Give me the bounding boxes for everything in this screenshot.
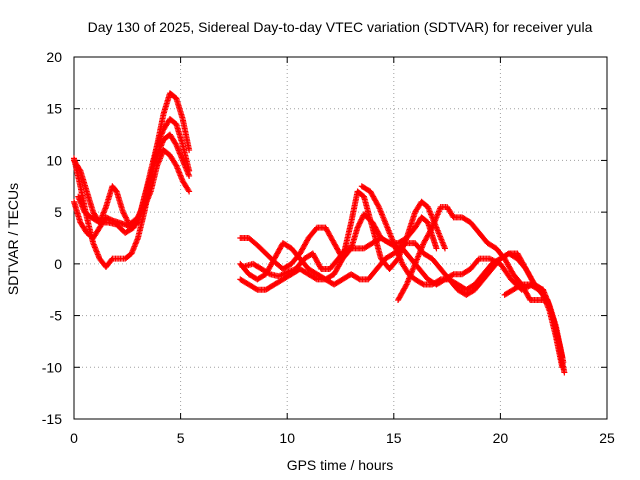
data-point [186, 167, 193, 174]
y-tick-label: 0 [54, 256, 62, 272]
data-point [312, 275, 319, 282]
data-point [358, 216, 365, 223]
x-tick-label: 5 [177, 430, 185, 446]
data-point [355, 275, 362, 282]
data-point [433, 245, 440, 252]
data-point [402, 240, 409, 247]
data-point [354, 224, 361, 231]
y-tick-label: 15 [46, 101, 62, 117]
data-point [359, 215, 366, 222]
data-point [419, 280, 426, 287]
data-point [95, 218, 102, 225]
x-tick-label: 20 [493, 430, 509, 446]
data-point [355, 223, 362, 230]
series-arc4 [75, 116, 193, 236]
data-point [172, 140, 179, 147]
data-point [186, 147, 193, 154]
data-points [71, 90, 568, 376]
data-point [488, 256, 495, 263]
axis-ticks: 0 5 10 15 20 25 -15 -10 -5 0 5 10 15 20 [42, 49, 615, 446]
y-tick-label: -10 [42, 359, 62, 375]
chart-title: Day 130 of 2025, Sidereal Day-to-day VTE… [88, 19, 593, 35]
data-point [186, 172, 193, 179]
series-arc11 [501, 281, 567, 366]
x-tick-label: 10 [279, 430, 295, 446]
data-point [517, 282, 524, 289]
data-point [428, 225, 435, 232]
data-point [253, 285, 260, 292]
data-point [375, 202, 382, 209]
x-tick-label: 15 [386, 430, 402, 446]
data-point [265, 270, 272, 277]
data-point [356, 220, 363, 227]
data-point [402, 282, 409, 289]
data-point [186, 188, 193, 195]
y-axis-label: SDTVAR / TECUs [5, 183, 21, 295]
data-point [436, 277, 443, 284]
grid-lines [74, 57, 607, 419]
data-point [357, 217, 364, 224]
x-axis-label: GPS time / hours [287, 457, 394, 473]
data-point [355, 221, 362, 228]
data-point [172, 161, 179, 168]
data-point [449, 271, 456, 278]
x-tick-label: 0 [70, 430, 78, 446]
x-tick-label: 25 [599, 430, 615, 446]
y-tick-label: 10 [46, 152, 62, 168]
data-point [486, 255, 493, 262]
data-point [561, 369, 568, 376]
y-tick-label: -15 [42, 411, 62, 427]
data-point [185, 187, 192, 194]
series-arc3 [71, 90, 193, 270]
y-tick-label: 5 [54, 204, 62, 220]
data-point [441, 245, 448, 252]
y-tick-label: -5 [50, 308, 63, 324]
y-tick-label: 20 [46, 49, 62, 65]
plot-frame [73, 56, 608, 420]
data-point [357, 219, 364, 226]
data-point [560, 359, 567, 366]
